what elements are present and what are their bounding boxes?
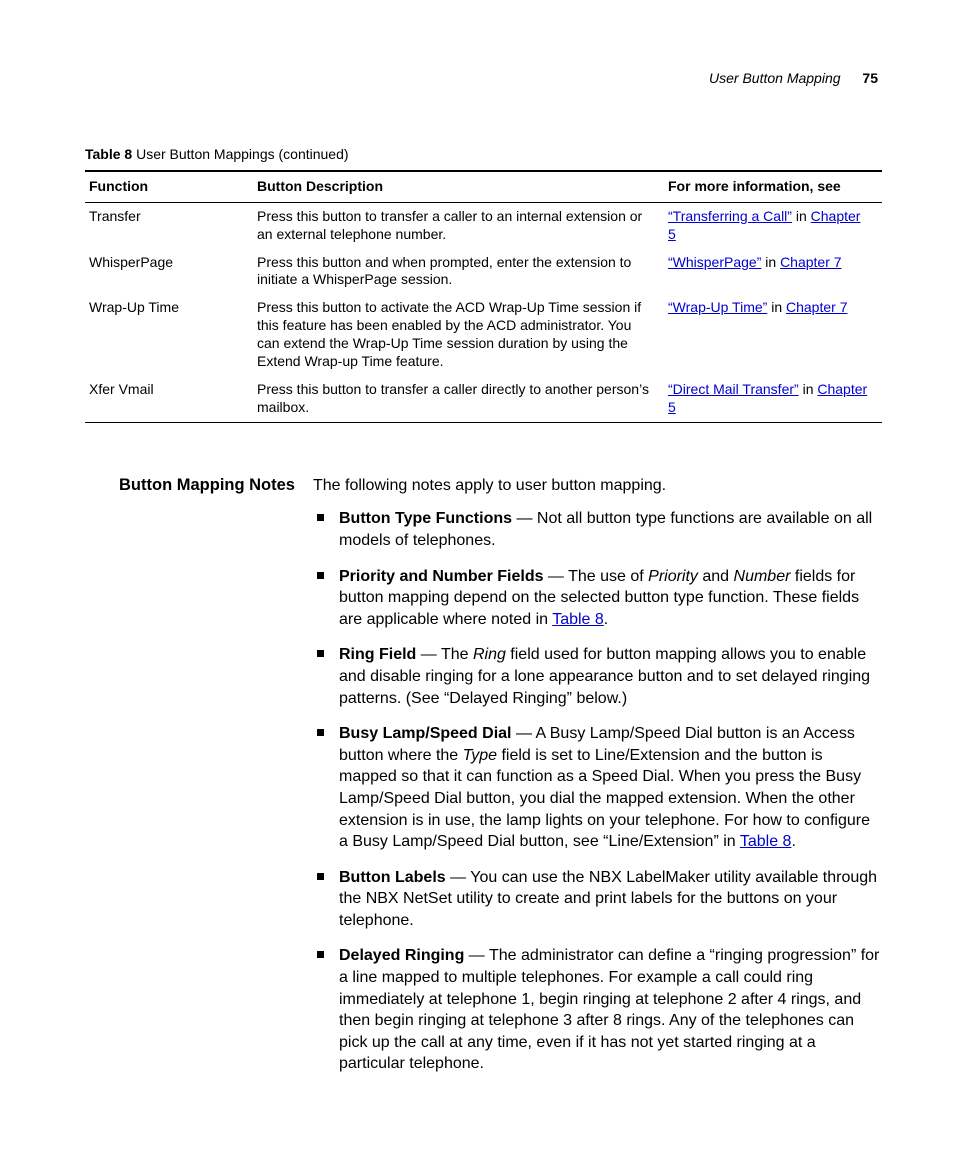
cell-more-info: “Direct Mail Transfer” in Chapter 5 — [664, 376, 882, 422]
note-body: The administrator can define a “ringing … — [339, 947, 879, 1072]
note-lead: Busy Lamp/Speed Dial — [339, 725, 512, 742]
italic-term: Ring — [473, 646, 506, 663]
cell-function: Transfer — [85, 202, 253, 248]
table-caption: Table 8 User Button Mappings (continued) — [85, 146, 882, 164]
xref-link[interactable]: “WhisperPage” — [668, 254, 761, 270]
col-more-info: For more information, see — [664, 171, 882, 202]
note-lead: Delayed Ringing — [339, 947, 464, 964]
note-lead: Ring Field — [339, 646, 416, 663]
button-mappings-table: Function Button Description For more inf… — [85, 170, 882, 423]
cell-description: Press this button to transfer a caller t… — [253, 202, 664, 248]
table-row: Transfer Press this button to transfer a… — [85, 202, 882, 248]
section-body: The following notes apply to user button… — [313, 475, 882, 1089]
list-item: Button Type Functions — Not all button t… — [313, 508, 882, 551]
italic-term: Number — [734, 568, 791, 585]
xref-link[interactable]: Table 8 — [552, 611, 604, 628]
italic-term: Type — [463, 747, 497, 764]
cell-function: Xfer Vmail — [85, 376, 253, 422]
list-item: Delayed Ringing — The administrator can … — [313, 945, 882, 1075]
page-number: 75 — [862, 70, 878, 86]
cell-description: Press this button and when prompted, ent… — [253, 249, 664, 295]
list-item: Button Labels — You can use the NBX Labe… — [313, 867, 882, 932]
notes-intro: The following notes apply to user button… — [313, 475, 882, 497]
list-item: Busy Lamp/Speed Dial — A Busy Lamp/Speed… — [313, 723, 882, 853]
cell-description: Press this button to transfer a caller d… — [253, 376, 664, 422]
running-section: User Button Mapping — [709, 70, 841, 86]
cell-function: WhisperPage — [85, 249, 253, 295]
section-heading: Button Mapping Notes — [85, 475, 313, 496]
italic-term: Priority — [648, 568, 698, 585]
col-description: Button Description — [253, 171, 664, 202]
cell-function: Wrap-Up Time — [85, 294, 253, 376]
table-header-row: Function Button Description For more inf… — [85, 171, 882, 202]
col-function: Function — [85, 171, 253, 202]
table-row: Wrap-Up Time Press this button to activa… — [85, 294, 882, 376]
cell-more-info: “WhisperPage” in Chapter 7 — [664, 249, 882, 295]
table-caption-label: Table 8 — [85, 146, 132, 162]
list-item: Priority and Number Fields — The use of … — [313, 566, 882, 631]
note-lead: Priority and Number Fields — [339, 568, 543, 585]
cell-description: Press this button to activate the ACD Wr… — [253, 294, 664, 376]
cell-more-info: “Wrap-Up Time” in Chapter 7 — [664, 294, 882, 376]
table-row: WhisperPage Press this button and when p… — [85, 249, 882, 295]
xref-link[interactable]: Chapter 7 — [780, 254, 841, 270]
list-item: Ring Field — The Ring field used for but… — [313, 644, 882, 709]
xref-link[interactable]: “Direct Mail Transfer” — [668, 381, 799, 397]
table-caption-rest: User Button Mappings (continued) — [132, 146, 348, 162]
table-row: Xfer Vmail Press this button to transfer… — [85, 376, 882, 422]
xref-link[interactable]: “Wrap-Up Time” — [668, 299, 767, 315]
running-header: User Button Mapping 75 — [85, 70, 882, 88]
xref-link[interactable]: Table 8 — [740, 833, 792, 850]
button-mapping-notes-section: Button Mapping Notes The following notes… — [85, 475, 882, 1089]
xref-link[interactable]: “Transferring a Call” — [668, 208, 792, 224]
xref-link[interactable]: Chapter 7 — [786, 299, 847, 315]
cell-more-info: “Transferring a Call” in Chapter 5 — [664, 202, 882, 248]
note-lead: Button Type Functions — [339, 510, 512, 527]
notes-list: Button Type Functions — Not all button t… — [313, 508, 882, 1075]
note-lead: Button Labels — [339, 869, 446, 886]
